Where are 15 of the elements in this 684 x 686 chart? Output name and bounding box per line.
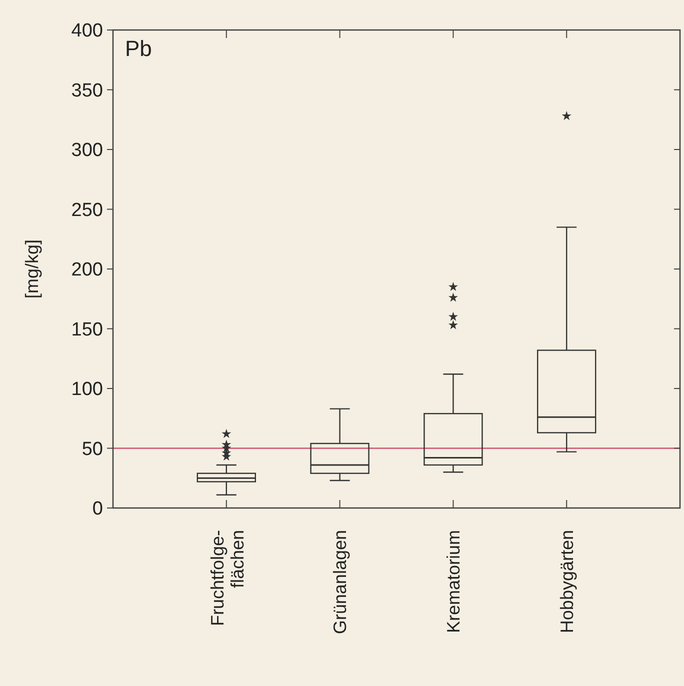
y-tick-label: 50 [82, 438, 103, 460]
y-tick-label: 300 [71, 140, 103, 162]
x-tick-label: Fruchtfolge- flächen [208, 530, 248, 626]
chart-title: Pb [125, 36, 152, 61]
y-tick-label: 250 [71, 200, 103, 221]
y-tick-label: 350 [71, 80, 103, 102]
x-tick-label: Grünanlagen [330, 530, 350, 634]
y-tick-label: 400 [71, 20, 103, 42]
y-tick-label: 200 [71, 260, 103, 281]
y-tick-label: 100 [71, 379, 103, 400]
y-axis-title: [mg/kg] [22, 239, 42, 299]
x-tick-label: Hobbygärten [556, 530, 577, 634]
y-tick-label: 0 [92, 498, 103, 520]
y-tick-label: 150 [71, 319, 103, 340]
x-tick-label: Krematorium [444, 530, 464, 634]
